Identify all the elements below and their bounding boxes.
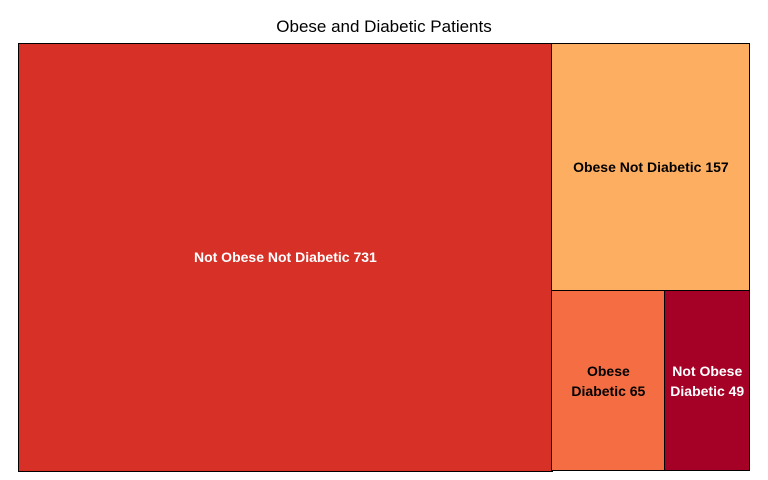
- tile-label: Obese Not Diabetic 157: [573, 159, 729, 176]
- tile-label: Not Obese Diabetic 49: [670, 362, 745, 399]
- tile-label: Not Obese Not Diabetic 731: [193, 249, 377, 266]
- tile-obese-diabetic: Obese Diabetic 65: [551, 290, 666, 472]
- tile-not-obese-not-diabetic: Not Obese Not Diabetic 731: [18, 43, 553, 472]
- chart-title: Obese and Diabetic Patients: [276, 17, 492, 36]
- tile-not-obese-diabetic: Not Obese Diabetic 49: [664, 290, 751, 472]
- tile-label: Obese Diabetic 65: [571, 362, 646, 399]
- tile-obese-not-diabetic: Obese Not Diabetic 157: [551, 43, 751, 292]
